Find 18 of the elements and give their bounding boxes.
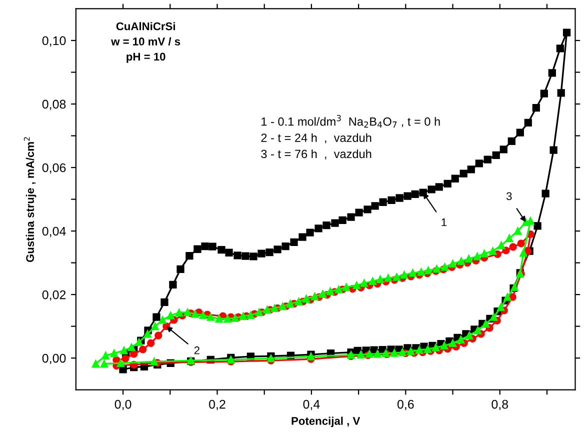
annotation: 2	[194, 346, 200, 354]
y-tick-label: 0,08	[42, 100, 66, 110]
x-axis-title: Potencijal , V	[292, 416, 360, 428]
y-tick-label: 0,04	[42, 226, 66, 238]
x-tick-label: 0,8	[492, 400, 508, 410]
x-tick-label: 0,0	[114, 400, 132, 410]
y-axis-title: Gustina struje , mA/cm$^{2}$	[24, 137, 36, 262]
y-tick-label: 0,10	[42, 36, 66, 47]
x-tick-label: 0,4	[303, 400, 320, 410]
x-tick-label: 0,2	[209, 400, 226, 410]
annotation: 1	[442, 218, 446, 226]
annotation: 3	[506, 192, 512, 200]
annotation: CuAlNiCrSi w = 10 mV / s pH = 10	[111, 22, 180, 63]
y-tick-label: 0,06	[42, 163, 66, 174]
y-tick-label: 0,00	[42, 354, 66, 364]
y-tick-label: 0,02	[42, 290, 66, 301]
x-tick-label: 0,6	[397, 400, 414, 410]
text: 1 - 0.1 mol/dm$^{3}$ Na$_{2}$B$_{4}$O$_{7}$ , t = 0 h 2 - t = 24 h , vazduh 3 - t = 76 h , vazduh	[261, 114, 440, 160]
